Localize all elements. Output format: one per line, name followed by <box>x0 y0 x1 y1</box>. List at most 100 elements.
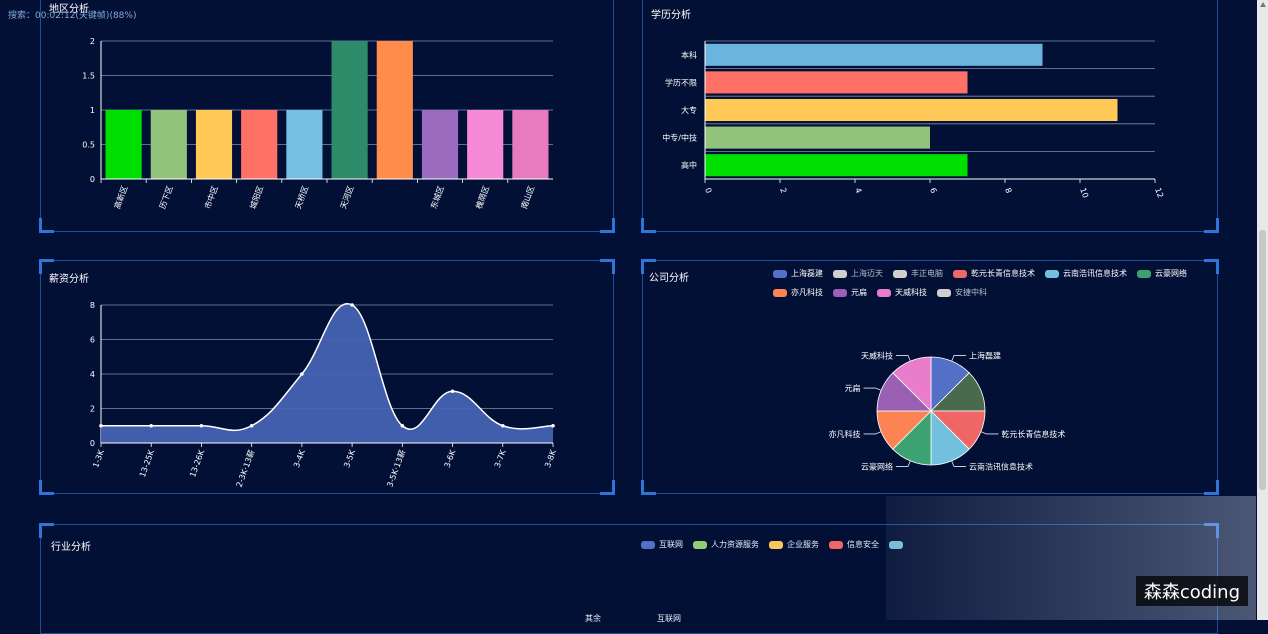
x-tick-label: 12 <box>1153 187 1165 200</box>
legend-item[interactable]: 亦凡科技 <box>773 287 823 298</box>
x-tick-label: 8 <box>1003 187 1013 195</box>
bar-3 <box>241 110 278 179</box>
x-tick-label: 天河区 <box>338 184 356 210</box>
legend-item[interactable]: 云豪网络 <box>1137 268 1187 279</box>
panel-corner <box>600 259 615 274</box>
legend-label: 人力资源服务 <box>711 540 759 549</box>
bar-8 <box>467 110 504 179</box>
data-point-3 <box>249 423 254 428</box>
x-tick-label: 天桥区 <box>293 184 311 210</box>
y-tick-label: 1.5 <box>82 72 95 81</box>
panel-corner <box>39 218 54 233</box>
industry-legend: 互联网 人力资源服务 企业服务 信息安全 <box>641 539 917 558</box>
legend-item[interactable]: 上海迈天 <box>833 268 883 279</box>
pie-label: 乾元长青信息技术 <box>1001 429 1065 439</box>
legend-swatch <box>833 269 847 278</box>
scroll-up-arrow-icon[interactable] <box>1260 2 1266 7</box>
legend-item[interactable]: 互联网 <box>641 539 683 550</box>
legend-swatch <box>937 288 951 297</box>
bar-1 <box>705 71 968 94</box>
legend-swatch <box>893 269 907 278</box>
legend-swatch <box>829 540 843 549</box>
legend-item[interactable]: 元扁 <box>833 287 867 298</box>
bar-3 <box>705 126 930 149</box>
legend-item[interactable]: 人力资源服务 <box>693 539 759 550</box>
y-tick-label: 1 <box>90 106 95 115</box>
legend-item[interactable]: 天威科技 <box>877 287 927 298</box>
panel-title: 薪资分析 <box>49 274 89 285</box>
legend-item[interactable]: 安捷中科 <box>937 287 987 298</box>
legend-label: 亦凡科技 <box>791 288 823 297</box>
x-tick-label: 4 <box>853 187 863 195</box>
data-point-8 <box>500 423 505 428</box>
pie-label-line <box>863 431 882 435</box>
y-tick-label: 4 <box>90 370 95 379</box>
legend-item[interactable]: 信息安全 <box>829 539 879 550</box>
legend-label: 上海迈天 <box>851 269 883 278</box>
x-tick-label: 3-5K·13薪 <box>384 448 407 488</box>
y-tick-label: 大专 <box>681 105 697 115</box>
x-tick-label: 3-8K <box>543 448 558 469</box>
x-tick-label: 3-4K <box>292 448 307 469</box>
y-tick-label: 中专/中技 <box>662 133 697 143</box>
salary-area-chart: 0 2 4 6 8 1-3K 13-25K 13-26K 2-3K·13薪 3-4K 3-5K 3-5… <box>90 301 558 488</box>
legend-label: 上海磊建 <box>791 269 823 278</box>
bar-1 <box>150 110 187 179</box>
data-point-0 <box>99 423 103 428</box>
x-tick-label: 市中区 <box>202 184 220 210</box>
panel-title: 地区分析 <box>49 4 89 15</box>
panel-corner <box>1204 523 1219 538</box>
search-status-text: 搜索：00:02:12(关键帧)(88%) <box>8 11 137 21</box>
x-tick-label: 高新区 <box>112 184 130 210</box>
x-tick-label: 历下区 <box>158 185 175 211</box>
legend-swatch <box>1045 269 1059 278</box>
panel-title: 公司分析 <box>649 273 689 284</box>
page-scrollbar[interactable] <box>1257 0 1268 620</box>
panel-corner <box>1204 480 1219 495</box>
x-tick-label: 3-7K <box>493 448 508 469</box>
legend-swatch <box>693 540 707 549</box>
legend-label: 天威科技 <box>895 288 927 297</box>
legend-swatch <box>769 540 783 549</box>
legend-item[interactable] <box>889 539 907 550</box>
x-tick-label: 2-3K·13薪 <box>234 448 257 488</box>
legend-item[interactable]: 企业服务 <box>769 539 819 550</box>
legend-label: 互联网 <box>659 540 683 549</box>
legend-swatch <box>773 288 787 297</box>
x-tick-label: 3-6K <box>443 448 458 469</box>
x-tick-label: 东城区 <box>428 184 446 210</box>
y-tick-label: 2 <box>90 37 95 46</box>
legend-item[interactable]: 上海磊建 <box>773 268 823 279</box>
panel-corner <box>1204 218 1219 233</box>
salary-area <box>101 303 553 443</box>
legend-item[interactable]: 乾元长青信息技术 <box>953 268 1035 279</box>
bar-4 <box>705 154 968 177</box>
legend-label: 云南浩讯信息技术 <box>1063 269 1127 278</box>
industry-pie-label-other: 其余 <box>585 614 601 623</box>
scroll-thumb[interactable] <box>1259 230 1266 490</box>
legend-item[interactable]: 云南浩讯信息技术 <box>1045 268 1127 279</box>
y-tick-label: 高中 <box>681 160 697 170</box>
bar-2 <box>195 110 233 179</box>
legend-swatch <box>889 540 903 549</box>
education-analysis-panel: 学历分析 本科 学历不限 大专 中专/中技 高中 0 2 4 6 8 10 12 <box>641 0 1219 233</box>
panel-corner <box>39 480 54 495</box>
x-tick-label: 13-25K <box>138 448 156 479</box>
pie-label-line <box>951 355 966 362</box>
pie-label: 云豪网络 <box>861 461 893 471</box>
company-legend: 上海磊建 上海迈天 丰正电脑 乾元长青信息技术 云南浩讯信息技术 云豪网络亦凡科技 元扁 天威… <box>773 268 1219 306</box>
bar-0 <box>705 43 1043 66</box>
panel-corner <box>641 480 656 495</box>
pie-label-line <box>980 431 999 435</box>
y-tick-label: 6 <box>90 336 95 345</box>
legend-label: 丰正电脑 <box>911 269 943 278</box>
legend-item[interactable]: 丰正电脑 <box>893 268 943 279</box>
legend-swatch <box>953 269 967 278</box>
industry-pie-label-internet: 互联网 <box>657 614 681 623</box>
pie-label-line <box>863 387 882 391</box>
panel-corner <box>39 523 54 538</box>
video-watermark: 森森coding <box>1135 576 1248 606</box>
legend-label: 企业服务 <box>787 540 819 549</box>
